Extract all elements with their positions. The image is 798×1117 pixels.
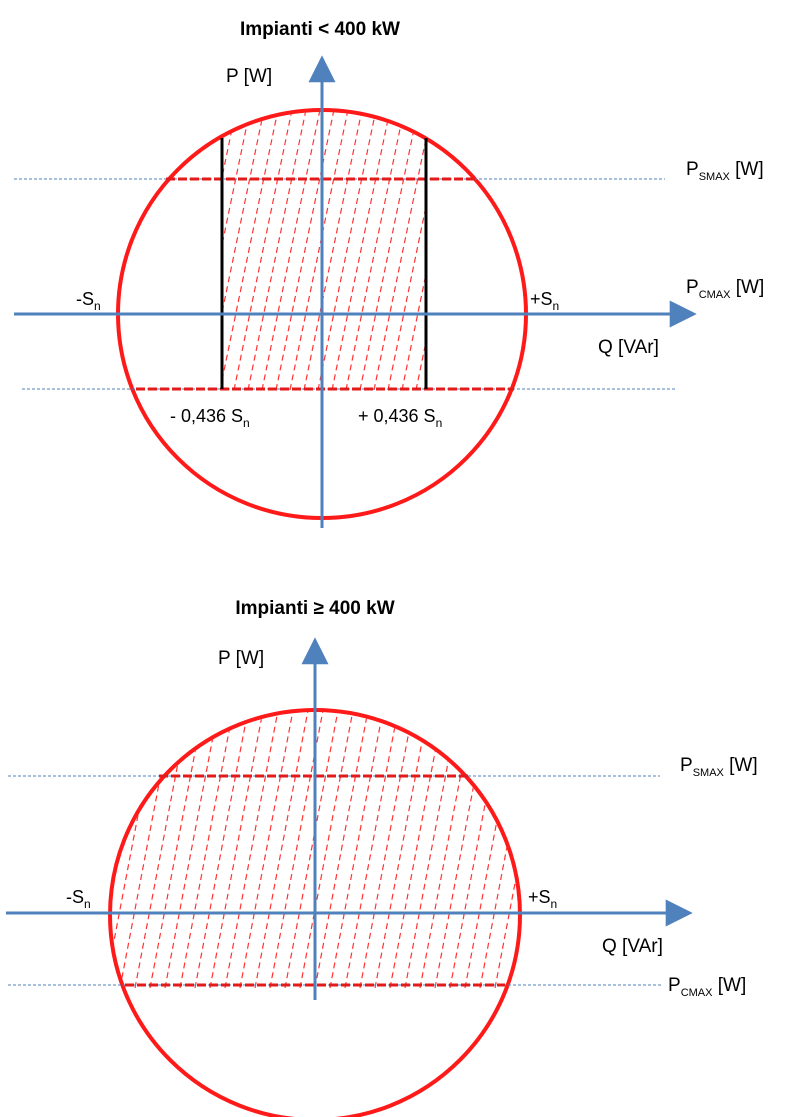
top-hatch-area [150,100,518,390]
bottom-hatch-line [300,700,355,988]
top-hatch-line [150,100,210,390]
bottom-pcmax-label: PCMAX [W] [668,975,746,999]
bottom-hatch-area [60,700,595,988]
bottom-psmax-label: PSMAX [W] [680,755,758,779]
bottom-hatch-line [525,700,580,988]
bottom-p-axis-label: P [W] [218,648,264,669]
top-hatch-line [430,100,490,390]
bottom-hatch-line [540,700,595,988]
bottom-hatch-line [225,700,280,988]
bottom-hatch-line [360,700,415,988]
top-neg-sn-label: -Sn [76,289,101,313]
bottom-neg-sn-label: -Sn [66,887,91,911]
bottom-hatch-line [240,700,295,988]
bottom-q-axis-label: Q [VAr] [602,936,663,957]
bottom-hatch-line [180,700,235,988]
bottom-hatch-line [390,700,445,988]
bottom-hatch-line [150,700,205,988]
bottom-hatch-line [165,700,220,988]
bottom-pos-sn-label: +Sn [528,887,557,911]
bottom-hatch-line [450,700,505,988]
bottom-hatch-line [135,700,190,988]
top-p-axis-label: P [W] [226,66,272,87]
bottom-hatch-line [345,700,400,988]
bottom-hatch-line [210,700,265,988]
bottom-hatch-line [315,700,370,988]
bottom-hatch-line [270,700,325,988]
diagram-top-title: Impianti < 400 kW [240,19,400,40]
top-pos-sn-label: +Sn [530,289,559,313]
diagram-bottom: Impianti ≥ 400 kW P [W] Q [VAr] -Sn +Sn … [6,598,758,1117]
top-pcmax-label: PCMAX [W] [686,277,764,301]
bottom-hatch-line [405,700,460,988]
diagram-bottom-title: Impianti ≥ 400 kW [235,598,394,619]
bottom-hatch-line [255,700,310,988]
top-hatch-line [164,100,224,390]
top-pos-limit-label: + 0,436 Sn [358,406,442,430]
bottom-hatch-line [435,700,490,988]
bottom-hatch-line [90,700,145,988]
top-hatch-line [458,100,518,390]
bottom-hatch-line [120,700,175,988]
top-neg-limit-label: - 0,436 Sn [170,406,250,430]
top-q-axis-label: Q [VAr] [598,337,659,358]
bottom-hatch-line [330,700,385,988]
bottom-hatch-line [495,700,550,988]
diagram-top: Impianti < 400 kW P [W] Q [VAr] -Sn +Sn … [14,19,764,528]
bottom-hatch-line [375,700,430,988]
bottom-hatch-line [60,700,115,988]
top-psmax-label: PSMAX [W] [686,159,764,183]
bottom-hatch-line [465,700,520,988]
top-hatch-line [444,100,504,390]
bottom-hatch-line [285,700,340,988]
